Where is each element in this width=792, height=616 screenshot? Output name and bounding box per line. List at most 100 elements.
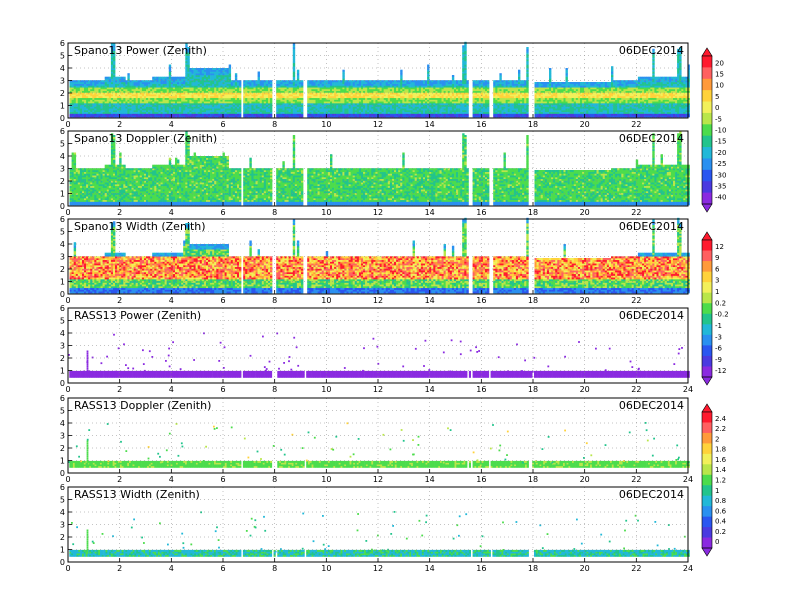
data-cell	[247, 112, 249, 114]
data-cell	[148, 105, 150, 107]
data-cell	[229, 82, 231, 84]
data-cell	[123, 115, 125, 117]
data-cell	[152, 115, 154, 117]
data-cell	[111, 115, 113, 117]
data-cell	[94, 101, 96, 103]
data-cell	[297, 82, 299, 84]
data-cell	[185, 68, 187, 70]
data-cell	[134, 80, 136, 82]
data-cell	[154, 86, 156, 88]
data-cell	[142, 105, 144, 107]
data-cell	[285, 86, 287, 88]
data-cell	[154, 108, 156, 110]
data-cell	[177, 112, 179, 114]
data-cell	[278, 89, 280, 91]
data-cell	[233, 105, 235, 107]
data-cell	[291, 105, 293, 107]
data-cell	[239, 101, 241, 103]
data-cell	[316, 86, 318, 88]
data-cell	[289, 89, 291, 91]
data-cell	[96, 112, 98, 114]
data-cell	[291, 108, 293, 110]
data-cell	[134, 89, 136, 91]
data-cell	[258, 105, 260, 107]
data-cell	[127, 79, 129, 81]
data-cell	[136, 82, 138, 84]
data-cell	[297, 101, 299, 103]
data-cell	[216, 82, 218, 84]
data-cell	[158, 115, 160, 117]
data-cell	[121, 89, 123, 91]
data-cell	[289, 108, 291, 110]
data-cell	[202, 112, 204, 114]
data-cell	[202, 82, 204, 84]
data-cell	[192, 75, 194, 77]
data-cell	[276, 96, 278, 98]
data-cell	[113, 61, 115, 63]
data-cell	[293, 49, 295, 51]
data-cell	[309, 115, 311, 117]
data-cell	[142, 101, 144, 103]
data-cell	[301, 115, 303, 117]
data-cell	[179, 101, 181, 103]
data-cell	[260, 82, 262, 84]
data-cell	[214, 75, 216, 77]
data-cell	[134, 105, 136, 107]
data-cell	[220, 105, 222, 107]
data-cell	[78, 96, 80, 98]
data-cell	[123, 96, 125, 98]
data-cell	[198, 96, 200, 98]
data-cell	[216, 101, 218, 103]
data-cell	[134, 96, 136, 98]
data-cell	[278, 112, 280, 114]
data-cell	[297, 79, 299, 81]
data-cell	[185, 89, 187, 91]
data-cell	[264, 86, 266, 88]
data-cell	[84, 108, 86, 110]
data-cell	[94, 96, 96, 98]
data-cell	[142, 96, 144, 98]
data-cell	[183, 86, 185, 88]
data-cell	[105, 86, 107, 88]
data-cell	[90, 115, 92, 117]
data-cell	[247, 82, 249, 84]
data-cell	[165, 112, 167, 114]
data-cell	[84, 89, 86, 91]
data-cell	[295, 108, 297, 110]
data-cell	[148, 86, 150, 88]
data-cell	[295, 96, 297, 98]
data-cell	[90, 86, 92, 88]
data-cell	[127, 89, 129, 91]
data-cell	[148, 108, 150, 110]
data-cell	[276, 105, 278, 107]
data-cell	[142, 112, 144, 114]
data-cell	[84, 101, 86, 103]
data-cell	[115, 98, 117, 100]
data-cell	[258, 96, 260, 98]
data-cell	[185, 61, 187, 63]
data-cell	[229, 98, 231, 100]
data-cell	[198, 115, 200, 117]
data-cell	[165, 77, 167, 79]
data-cell	[258, 93, 260, 95]
data-cell	[210, 101, 212, 103]
data-cell	[192, 108, 194, 110]
data-cell	[165, 108, 167, 110]
data-cell	[117, 96, 119, 98]
data-cell	[78, 86, 80, 88]
data-cell	[229, 79, 231, 81]
data-cell	[152, 79, 154, 81]
data-cell	[84, 82, 86, 84]
data-cell	[220, 82, 222, 84]
data-cell	[204, 72, 206, 74]
data-cell	[307, 112, 309, 114]
data-cell	[254, 93, 256, 95]
data-cell	[113, 68, 115, 70]
data-cell	[264, 89, 266, 91]
data-cell	[146, 82, 148, 84]
data-cell	[295, 115, 297, 117]
data-cell	[123, 98, 125, 100]
data-cell	[309, 112, 311, 114]
data-cell	[130, 89, 132, 91]
data-cell	[216, 72, 218, 74]
